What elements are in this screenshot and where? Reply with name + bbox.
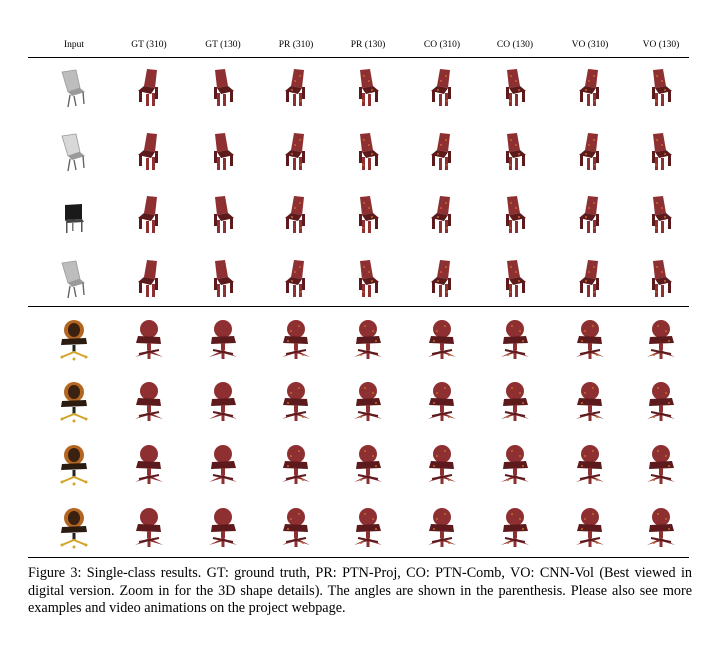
chair-reconstruction-r2-c5 <box>420 193 464 237</box>
office-chair-reconstruction-r7-c6 <box>493 505 537 549</box>
office-chair-reconstruction-r6-c8 <box>639 442 683 486</box>
chair-reconstruction-r1-c4 <box>346 130 390 174</box>
office-chair-reconstruction-r6-c5 <box>420 442 464 486</box>
chair-reconstruction-r1-c5 <box>420 130 464 174</box>
chair-reconstruction-r0-c7 <box>568 66 612 110</box>
figure-caption: Figure 3: Single-class results. GT: grou… <box>28 565 692 617</box>
office-chair-reconstruction-r5-c1 <box>127 379 171 423</box>
office-chair-reconstruction-r5-c6 <box>493 379 537 423</box>
office-chair-reconstruction-r4-c8 <box>639 317 683 361</box>
chair-reconstruction-r1-c7 <box>568 130 612 174</box>
column-header-5: CO (310) <box>423 40 461 50</box>
office-chair-reconstruction-r4-c3 <box>274 317 318 361</box>
office-chair-reconstruction-r7-c5 <box>420 505 464 549</box>
chair-reconstruction-r1-c1 <box>127 130 171 174</box>
chair-reconstruction-r3-c3 <box>274 257 318 301</box>
chair-reconstruction-r0-c5 <box>420 66 464 110</box>
chair-reconstruction-r2-c7 <box>568 193 612 237</box>
office-chair-icon <box>52 379 96 423</box>
chair-reconstruction-r3-c8 <box>639 257 683 301</box>
office-chair-reconstruction-r7-c4 <box>346 505 390 549</box>
chair-reconstruction-r2-c4 <box>346 193 390 237</box>
office-chair-reconstruction-r7-c7 <box>568 505 612 549</box>
office-chair-reconstruction-r4-c4 <box>346 317 390 361</box>
top-rule-stub <box>28 57 38 58</box>
chair-reconstruction-r2-c6 <box>493 193 537 237</box>
office-chair-reconstruction-r4-c1 <box>127 317 171 361</box>
chair-reconstruction-r2-c2 <box>201 193 245 237</box>
office-chair-reconstruction-r4-c6 <box>493 317 537 361</box>
office-chair-icon <box>52 317 96 361</box>
chair-reconstruction-r0-c4 <box>346 66 390 110</box>
office-chair-reconstruction-r6-c4 <box>346 442 390 486</box>
bottom-rule <box>28 557 689 558</box>
office-chair-reconstruction-r7-c1 <box>127 505 171 549</box>
chair-reconstruction-r2-c8 <box>639 193 683 237</box>
chair-reconstruction-r2-c1 <box>127 193 171 237</box>
chair-reconstruction-r3-c5 <box>420 257 464 301</box>
column-header-1: GT (310) <box>131 40 167 50</box>
office-chair-icon <box>52 505 96 549</box>
grey-chair-icon <box>52 257 96 301</box>
grey-chair-icon <box>52 66 96 110</box>
office-chair-reconstruction-r5-c3 <box>274 379 318 423</box>
column-header-2: GT (130) <box>205 40 241 50</box>
black-chair-icon <box>52 193 96 237</box>
chair-reconstruction-r3-c6 <box>493 257 537 301</box>
office-chair-reconstruction-r5-c8 <box>639 379 683 423</box>
chair-reconstruction-r0-c6 <box>493 66 537 110</box>
office-chair-reconstruction-r6-c7 <box>568 442 612 486</box>
office-chair-icon <box>52 442 96 486</box>
office-chair-reconstruction-r6-c1 <box>127 442 171 486</box>
office-chair-reconstruction-r6-c2 <box>201 442 245 486</box>
chair-reconstruction-r1-c6 <box>493 130 537 174</box>
chair-reconstruction-r0-c2 <box>201 66 245 110</box>
office-chair-reconstruction-r4-c2 <box>201 317 245 361</box>
chair-reconstruction-r3-c4 <box>346 257 390 301</box>
group-separator-rule <box>28 306 689 307</box>
office-chair-reconstruction-r7-c8 <box>639 505 683 549</box>
column-header-7: VO (310) <box>571 40 609 50</box>
office-chair-reconstruction-r5-c5 <box>420 379 464 423</box>
chair-reconstruction-r0-c1 <box>127 66 171 110</box>
office-chair-reconstruction-r4-c5 <box>420 317 464 361</box>
column-header-4: PR (130) <box>350 40 386 50</box>
white-chair-icon <box>52 130 96 174</box>
chair-reconstruction-r3-c2 <box>201 257 245 301</box>
chair-reconstruction-r0-c3 <box>274 66 318 110</box>
chair-reconstruction-r1-c2 <box>201 130 245 174</box>
column-header-3: PR (310) <box>278 40 314 50</box>
chair-reconstruction-r3-c7 <box>568 257 612 301</box>
office-chair-reconstruction-r6-c6 <box>493 442 537 486</box>
chair-reconstruction-r3-c1 <box>127 257 171 301</box>
top-rule <box>28 57 689 58</box>
column-header-6: CO (130) <box>496 40 534 50</box>
chair-reconstruction-r1-c3 <box>274 130 318 174</box>
chair-reconstruction-r2-c3 <box>274 193 318 237</box>
column-header-0: Input <box>63 40 85 50</box>
office-chair-reconstruction-r4-c7 <box>568 317 612 361</box>
office-chair-reconstruction-r5-c2 <box>201 379 245 423</box>
office-chair-reconstruction-r5-c7 <box>568 379 612 423</box>
chair-reconstruction-r0-c8 <box>639 66 683 110</box>
office-chair-reconstruction-r6-c3 <box>274 442 318 486</box>
column-header-8: VO (130) <box>642 40 680 50</box>
chair-reconstruction-r1-c8 <box>639 130 683 174</box>
office-chair-reconstruction-r7-c3 <box>274 505 318 549</box>
office-chair-reconstruction-r7-c2 <box>201 505 245 549</box>
office-chair-reconstruction-r5-c4 <box>346 379 390 423</box>
